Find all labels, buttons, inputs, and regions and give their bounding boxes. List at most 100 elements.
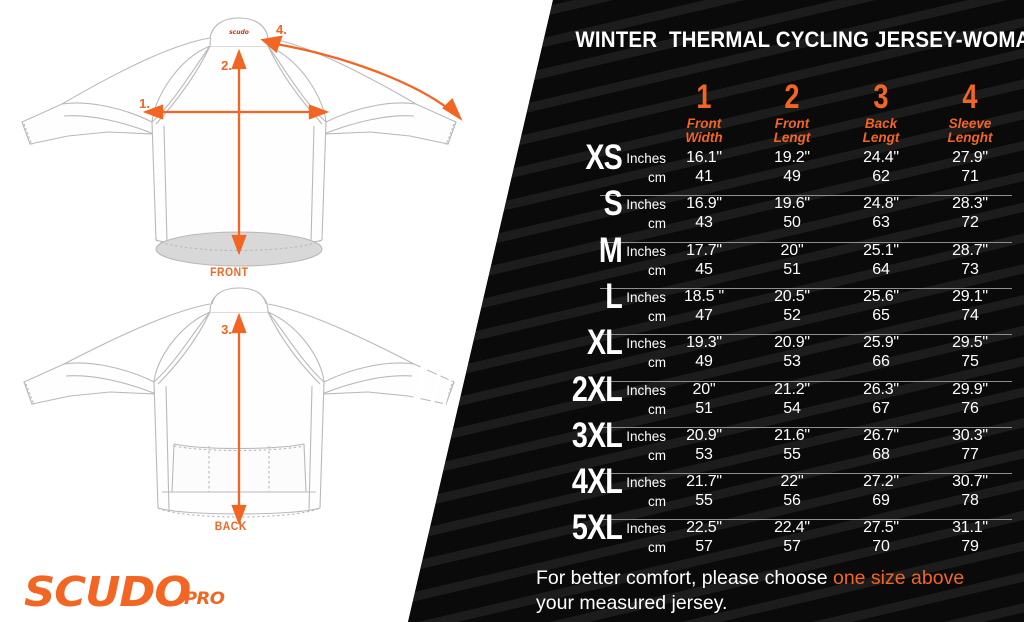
cell-inches: 20.9" [774,334,810,352]
cell-cm: 74 [961,306,979,324]
cell-cm: 47 [695,306,713,324]
cell-cm: 52 [783,306,801,324]
cell-inches: 21.2" [774,380,810,398]
unit-label-inches: Inches [626,336,666,352]
column-number-4: 4 [962,78,978,116]
row-separator [600,241,1012,243]
cell-inches: 30.7" [952,473,988,491]
column-label-3: Back Lengt [833,117,929,145]
cell-inches: 21.6" [774,426,810,444]
front-view-label: FRONT [210,267,249,279]
cell-cm: 68 [872,445,890,463]
row-separator [600,195,1012,197]
unit-label-inches: Inches [626,428,666,444]
cell-cm: 49 [695,353,713,371]
cell-cm: 54 [783,399,801,417]
row-separator [600,426,1012,428]
footer-text-line2: your measured jersey. [536,591,728,614]
size-label: S [603,184,623,224]
cell-inches: 20" [692,380,716,398]
size-label: XS [585,138,622,177]
table-row: 5XL Inches cm 22.5" 22.4" 27.5" 31.1" 57 57 70 79 [560,510,1024,565]
cell-inches: 31.1" [952,519,988,537]
unit-label-inches: Inches [626,475,666,491]
size-label: 2XL [571,369,623,409]
unit-label-cm: cm [648,447,666,463]
unit-label-cm: cm [648,494,666,510]
table-row: 4XL Inches cm 21.7" 22" 27.2" 30.7" 55 56 69 78 [560,464,1024,519]
column-number-1: 1 [696,78,712,116]
callout-4-label: 4. [276,22,287,37]
cell-cm: 67 [872,399,890,417]
brand-suffix: PRO [183,588,225,609]
cell-cm: 43 [695,214,713,232]
cell-cm: 77 [961,445,979,463]
unit-label-inches: Inches [626,289,666,305]
unit-label-inches: Inches [626,521,666,537]
unit-label-cm: cm [648,355,666,371]
cell-inches: 27.9" [952,149,988,166]
unit-label-cm: cm [648,170,666,185]
unit-label-inches: Inches [626,197,666,213]
cell-cm: 57 [695,538,713,556]
unit-label-cm: cm [648,308,666,324]
column-label-4-line1: Sleeve [948,116,992,131]
footer-text-highlight: one size above [832,567,965,589]
table-row: S Inches cm 16.9" 19.6" 24.8" 28.3" 43 50 63 72 [560,186,1024,241]
table-row: XS Inches cm 16.1" 19.2" 24.4" 27.9" 41 49 62 71 [560,140,1024,195]
cell-cm: 50 [783,214,801,232]
cell-cm: 41 [695,168,713,185]
cell-inches: 22.5" [686,519,722,537]
column-header-3: 3 Back Lengt [833,80,929,145]
cell-inches: 29.5" [952,334,988,352]
cell-cm: 49 [783,168,801,185]
page-title: WINTER THERMAL CYCLING JERSEY-WOMAN [575,27,1024,52]
table-row: 2XL Inches cm 20" 21.2" 26.3" 29.9" 51 54 67 76 [560,372,1024,427]
cell-cm: 75 [961,353,979,371]
table-row: XL Inches cm 19.3" 20.9" 25.9" 29.5" 49 53 66 75 [560,325,1024,380]
cell-cm: 73 [961,260,979,278]
footer-note: For better comfort, please choose one si… [536,566,1016,616]
column-label-3-line1: Back [864,116,898,131]
cell-inches: 27.5" [863,519,899,537]
cell-inches: 28.3" [952,195,988,213]
column-number-3: 3 [873,78,889,116]
cell-cm: 55 [783,445,801,463]
unit-label-inches: Inches [626,382,666,398]
size-label: XL [586,323,623,363]
column-label-1: Front Width [656,117,752,145]
cell-cm: 53 [783,353,801,371]
cell-inches: 19.2" [774,149,810,166]
row-separator [600,287,1012,289]
cell-inches: 18.5 " [683,287,725,305]
cell-cm: 78 [961,492,979,510]
cell-cm: 76 [961,399,979,417]
column-label-4-line2: Lenght [947,129,993,145]
table-row: M Inches cm 17.7" 20" 25.1" 28.7" 45 51 64 73 [560,233,1024,288]
neck-tag-icon: scudo [229,29,249,36]
cell-cm: 71 [961,168,979,185]
callout-3-label: 3. [221,322,232,337]
cell-inches: 24.8" [863,195,899,213]
brand-logo: SCUDO PRO [24,572,225,613]
cell-inches: 21.7" [686,473,722,491]
size-label: M [598,230,623,270]
cell-inches: 26.7" [863,426,899,444]
row-separator [600,334,1012,336]
row-separator [600,519,1012,521]
cell-inches: 25.6" [863,287,899,305]
column-header-2: 2 Front Lengt [744,80,840,145]
cell-inches: 17.7" [686,241,722,259]
callout-2-label: 2. [221,58,232,73]
cell-inches: 19.6" [774,195,810,213]
cell-cm: 56 [783,492,801,510]
back-view-label: BACK [214,521,247,533]
column-label-4: Sleeve Lenght [922,117,1018,145]
footer-text-pre: For better comfort, please choose [536,567,833,589]
column-label-3-line2: Lengt [862,129,900,145]
cell-cm: 53 [695,445,713,463]
cell-inches: 25.9" [863,334,899,352]
unit-label-cm: cm [648,216,666,232]
unit-label-inches: Inches [626,151,666,166]
